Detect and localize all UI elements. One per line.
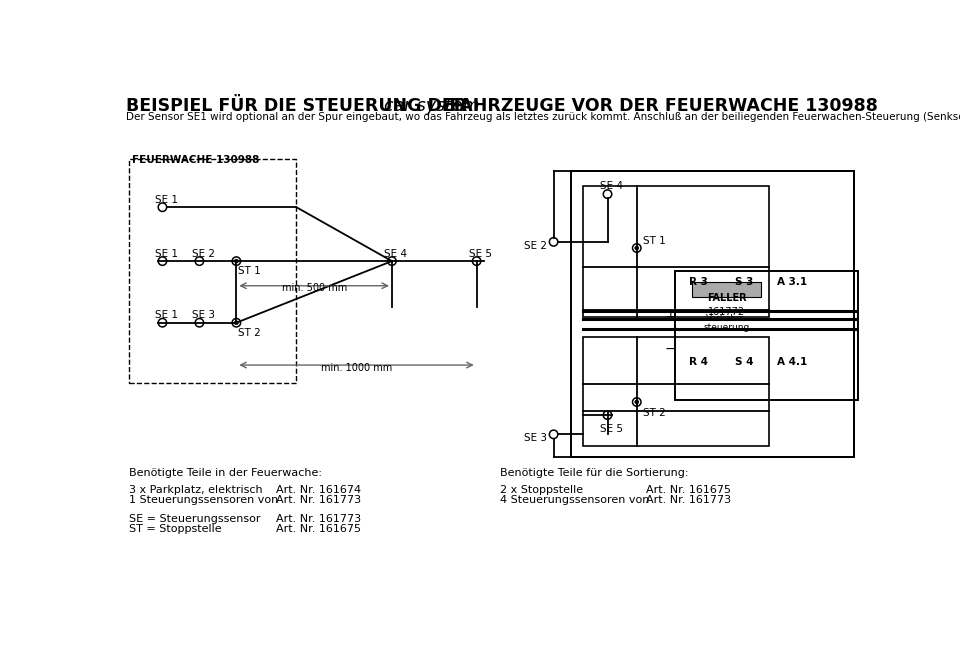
Text: S 4: S 4 bbox=[735, 357, 754, 367]
Text: SE 1: SE 1 bbox=[155, 195, 178, 205]
Text: SE 4: SE 4 bbox=[600, 181, 623, 191]
Text: SE 4: SE 4 bbox=[384, 248, 407, 259]
Text: SE 5: SE 5 bbox=[468, 248, 492, 259]
Text: min. 1000 mm: min. 1000 mm bbox=[321, 363, 392, 373]
Text: A 3.1: A 3.1 bbox=[778, 277, 807, 287]
Text: 3 x Parkplatz, elektrisch: 3 x Parkplatz, elektrisch bbox=[129, 485, 262, 495]
Text: ST 2: ST 2 bbox=[238, 328, 261, 338]
Text: −: − bbox=[665, 342, 677, 356]
Bar bbox=[583, 337, 769, 446]
Text: S 3: S 3 bbox=[735, 277, 754, 287]
Text: A 4.1: A 4.1 bbox=[778, 357, 807, 367]
Text: 4 Steuerungssensoren von: 4 Steuerungssensoren von bbox=[500, 495, 649, 505]
Text: 2 x Stoppstelle: 2 x Stoppstelle bbox=[500, 485, 583, 495]
Bar bbox=[583, 186, 769, 317]
Text: Verkehrs-: Verkehrs- bbox=[706, 314, 748, 323]
Text: Art. Nr. 161773: Art. Nr. 161773 bbox=[276, 514, 362, 524]
Text: ST 1: ST 1 bbox=[238, 267, 261, 277]
Text: SE 3: SE 3 bbox=[524, 434, 547, 443]
Text: min. 500 mm: min. 500 mm bbox=[281, 283, 347, 293]
Circle shape bbox=[234, 259, 238, 263]
Text: SE = Steuerungssensor: SE = Steuerungssensor bbox=[129, 514, 260, 524]
Text: Art. Nr. 161773: Art. Nr. 161773 bbox=[276, 495, 362, 505]
Text: Art. Nr. 161675: Art. Nr. 161675 bbox=[646, 485, 731, 495]
Text: steuerung: steuerung bbox=[704, 323, 750, 332]
Text: SE 2: SE 2 bbox=[524, 240, 547, 250]
Text: car system: car system bbox=[384, 97, 480, 115]
Text: BEISPIEL FÜR DIE STEUERUNG DER: BEISPIEL FÜR DIE STEUERUNG DER bbox=[127, 97, 473, 115]
Text: R 3: R 3 bbox=[689, 277, 708, 287]
Bar bbox=[675, 271, 857, 399]
Text: FALLER: FALLER bbox=[707, 293, 747, 303]
Bar bbox=[692, 282, 761, 297]
Text: Der Sensor SE1 wird optional an der Spur eingebaut, wo das Fahrzeug als letztes : Der Sensor SE1 wird optional an der Spur… bbox=[127, 112, 960, 122]
Text: Benötigte Teile in der Feuerwache:: Benötigte Teile in der Feuerwache: bbox=[129, 468, 322, 478]
Text: 161772: 161772 bbox=[708, 307, 745, 317]
Text: SE 1: SE 1 bbox=[155, 311, 178, 321]
Text: Art. Nr. 161675: Art. Nr. 161675 bbox=[276, 524, 361, 534]
Bar bbox=[129, 160, 297, 383]
Text: +: + bbox=[665, 311, 677, 325]
Text: Art. Nr. 161773: Art. Nr. 161773 bbox=[646, 495, 732, 505]
Text: ST 1: ST 1 bbox=[643, 236, 665, 246]
Text: FEUERWACHE 130988: FEUERWACHE 130988 bbox=[132, 155, 259, 165]
Circle shape bbox=[635, 246, 638, 250]
Text: SE 1: SE 1 bbox=[155, 248, 178, 259]
Text: Benötigte Teile für die Sortierung:: Benötigte Teile für die Sortierung: bbox=[500, 468, 688, 478]
Text: Art. Nr. 161674: Art. Nr. 161674 bbox=[276, 485, 362, 495]
Text: -FAHRZEUGE VOR DER FEUERWACHE 130988: -FAHRZEUGE VOR DER FEUERWACHE 130988 bbox=[442, 97, 877, 115]
Text: SE 2: SE 2 bbox=[192, 248, 215, 259]
Text: SE 5: SE 5 bbox=[600, 424, 623, 434]
Text: SE 3: SE 3 bbox=[192, 311, 215, 321]
Text: ST 2: ST 2 bbox=[643, 408, 665, 418]
Text: R 4: R 4 bbox=[689, 357, 708, 367]
Circle shape bbox=[635, 400, 638, 404]
Text: ST = Stoppstelle: ST = Stoppstelle bbox=[129, 524, 221, 534]
Bar bbox=[570, 171, 853, 458]
Circle shape bbox=[234, 321, 238, 325]
Text: 1 Steuerungssensoren von: 1 Steuerungssensoren von bbox=[129, 495, 277, 505]
